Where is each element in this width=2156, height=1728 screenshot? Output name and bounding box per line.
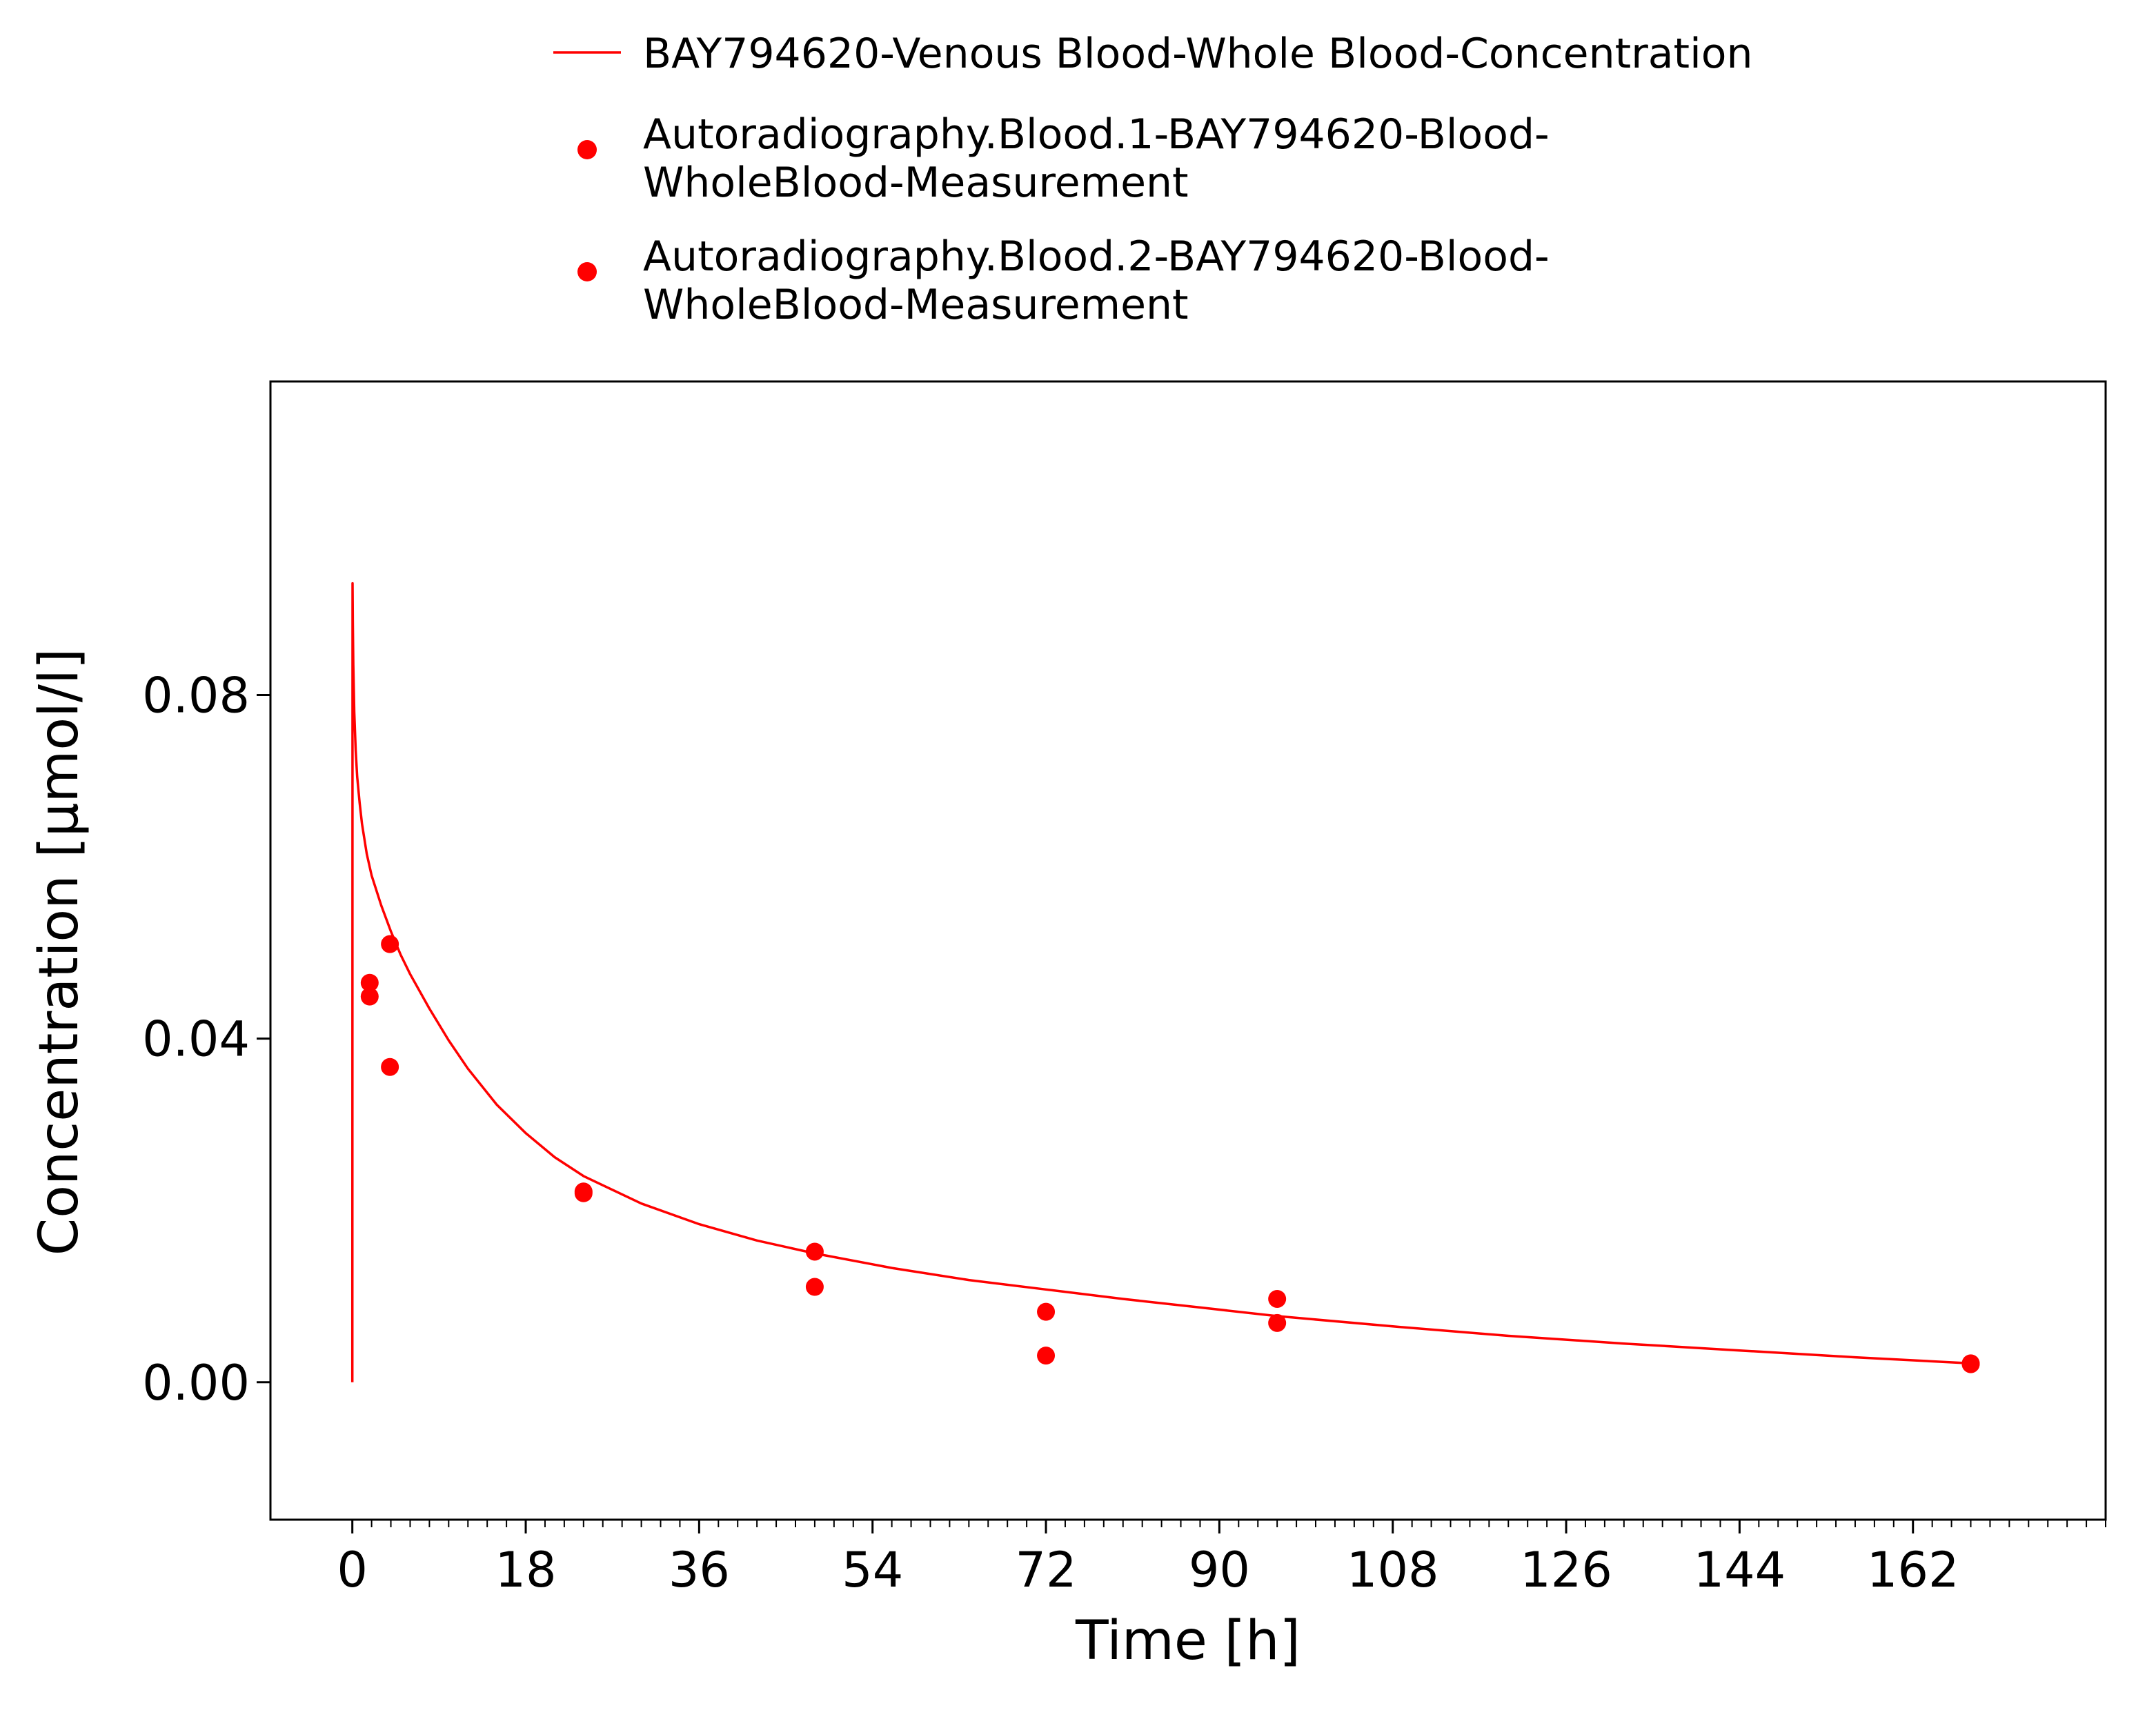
data-point-series-1 <box>1037 1302 1056 1321</box>
x-tick-label: 0 <box>337 1542 368 1598</box>
y-tick-label: 0.04 <box>142 1011 250 1068</box>
data-point-series-2 <box>1961 1355 1980 1373</box>
data-point-series-1 <box>1268 1289 1287 1308</box>
series-line <box>350 582 1971 1382</box>
data-point-series-2 <box>381 1057 399 1076</box>
y-tick-label: 0.00 <box>142 1355 250 1411</box>
legend-label: BAY794620-Venous Blood-Whole Blood-Conce… <box>643 30 1753 78</box>
x-axis: 0 18 36 54 72 90 108 126 144 162 <box>337 1520 2106 1598</box>
x-tick-label: 108 <box>1347 1542 1439 1598</box>
legend-label: WholeBlood-Measurement <box>643 159 1189 207</box>
y-axis: 0.00 0.04 0.08 <box>142 668 270 1411</box>
data-point-series-2 <box>1037 1347 1056 1365</box>
data-point-series-2 <box>360 987 379 1006</box>
x-tick-label: 72 <box>1016 1542 1077 1598</box>
x-tick-label: 36 <box>669 1542 730 1598</box>
y-axis-title: Concentration [µmol/l] <box>28 648 90 1255</box>
x-tick-label: 126 <box>1520 1542 1612 1598</box>
data-point-series-2 <box>1268 1313 1287 1332</box>
x-tick-label: 18 <box>495 1542 556 1598</box>
x-tick-label: 162 <box>1867 1542 1959 1598</box>
legend-dot-marker <box>577 262 597 281</box>
legend-label: Autoradiography.Blood.1-BAY794620-Blood- <box>643 110 1550 159</box>
legend: BAY794620-Venous Blood-Whole Blood-Conce… <box>553 30 1753 329</box>
plot-area <box>350 582 1980 1382</box>
legend-label: Autoradiography.Blood.2-BAY794620-Blood- <box>643 232 1550 281</box>
y-tick-label: 0.08 <box>142 668 250 724</box>
x-tick-label: 90 <box>1189 1542 1250 1598</box>
legend-label: WholeBlood-Measurement <box>643 281 1189 329</box>
data-point-series-1 <box>360 973 379 992</box>
x-tick-label: 144 <box>1694 1542 1786 1598</box>
x-tick-label: 54 <box>842 1542 903 1598</box>
data-point-series-2 <box>574 1184 593 1202</box>
legend-dot-marker <box>577 140 597 159</box>
plot-frame <box>269 380 2107 1521</box>
data-point-series-1 <box>381 935 399 953</box>
data-point-series-2 <box>805 1278 824 1296</box>
x-axis-title: Time [h] <box>1075 1610 1300 1672</box>
data-point-series-1 <box>805 1242 824 1261</box>
